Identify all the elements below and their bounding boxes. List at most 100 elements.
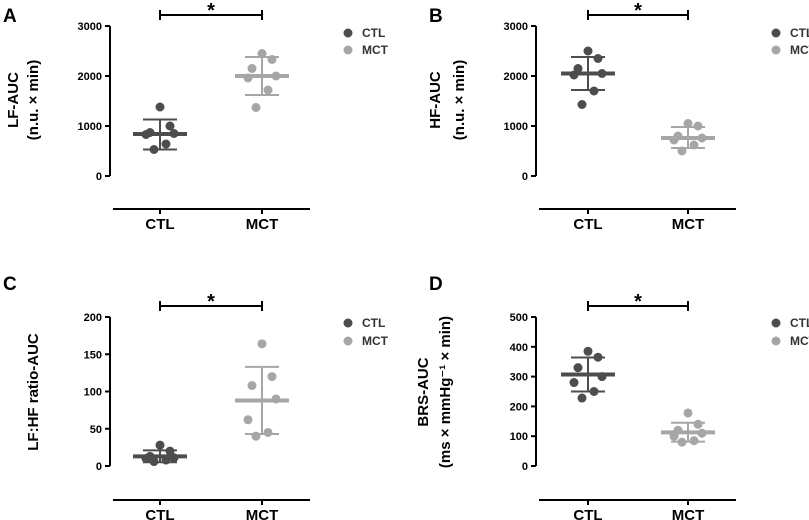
significance-star: *: [634, 0, 642, 22]
chart-panel-A: A LF-AUC (n.u. × min) 0 1000 2000 3000 CTL MCT * C…: [3, 0, 389, 233]
x-tick-label: MCT: [246, 507, 279, 520]
y-tick-label: 0: [96, 171, 102, 183]
data-point-mct: [683, 408, 693, 418]
x-tick-label: CTL: [573, 507, 602, 520]
y-tick-label: 400: [510, 342, 528, 354]
legend-marker-ctl: [343, 318, 353, 328]
legend-label-ctl: CTL: [790, 26, 809, 40]
legend-label-ctl: CTL: [362, 316, 385, 330]
y-tick-label: 0: [522, 461, 528, 473]
y-tick-label: 100: [510, 431, 528, 443]
legend-marker-mct: [771, 45, 781, 55]
y-tick-label: 300: [510, 372, 528, 384]
legend-marker-mct: [343, 336, 353, 346]
data-point-mct: [257, 339, 267, 349]
y-axis-label-units: (n.u. × min): [25, 60, 42, 140]
data-point-ctl: [149, 145, 159, 154]
data-point-mct: [263, 427, 273, 437]
data-point-ctl: [165, 121, 175, 131]
y-tick-label: 2000: [78, 71, 102, 83]
legend-marker-ctl: [771, 28, 781, 38]
data-point-mct: [247, 64, 257, 73]
significance-star: *: [207, 0, 215, 22]
y-axis-label: HF-AUC: [427, 71, 444, 129]
x-tick-label: MCT: [672, 507, 705, 520]
y-axis-label: LF-AUC: [5, 72, 22, 128]
data-point-mct: [683, 119, 693, 128]
data-point-mct: [247, 381, 257, 391]
data-point-mct: [689, 140, 699, 150]
data-point-ctl: [577, 393, 587, 403]
y-tick-label: 3000: [78, 21, 102, 33]
data-point-mct: [693, 121, 703, 131]
y-tick-label: 500: [510, 312, 528, 324]
data-point-ctl: [161, 139, 171, 149]
data-point-ctl: [569, 378, 579, 388]
x-tick-label: CTL: [145, 216, 174, 233]
data-point-ctl: [583, 46, 593, 56]
y-axis-label: LF:HF ratio-AUC: [25, 333, 42, 451]
y-tick-label: 200: [510, 401, 528, 413]
legend-marker-ctl: [771, 318, 781, 328]
legend-marker-ctl: [343, 28, 353, 38]
data-point-mct: [689, 436, 699, 446]
y-tick-label: 2000: [504, 71, 528, 83]
legend-label-mct: MCT: [790, 334, 809, 348]
x-tick-label: MCT: [246, 216, 279, 233]
data-point-mct: [693, 419, 703, 429]
data-point-mct: [251, 103, 261, 112]
panel-letter: C: [3, 274, 17, 295]
x-tick-label: MCT: [672, 216, 705, 233]
data-point-mct: [267, 372, 277, 382]
data-point-mct: [263, 85, 273, 95]
y-axis-label-units: (n.u. × min): [451, 60, 468, 140]
x-tick-label: CTL: [573, 216, 602, 233]
y-tick-label: 100: [84, 387, 102, 399]
panel-letter: D: [429, 274, 443, 295]
y-axis-label: BRS-AUC: [415, 357, 432, 426]
chart-panel-C: C LF:HF ratio-AUC 0 50 100 150 200 CTL MCT * CTL MC…: [3, 274, 389, 520]
x-tick-label: CTL: [145, 507, 174, 520]
panel-letter: A: [3, 6, 17, 27]
y-tick-label: 0: [96, 461, 102, 473]
data-point-ctl: [573, 363, 583, 373]
data-point-ctl: [589, 387, 599, 396]
y-tick-label: 1000: [504, 121, 528, 133]
y-tick-label: 3000: [504, 21, 528, 33]
data-point-ctl: [573, 64, 583, 73]
legend-label-mct: MCT: [362, 43, 389, 57]
data-point-ctl: [149, 457, 159, 467]
data-point-mct: [251, 431, 261, 441]
legend-marker-mct: [771, 336, 781, 346]
data-point-mct: [257, 49, 267, 58]
y-tick-label: 50: [90, 424, 102, 436]
legend-marker-mct: [343, 45, 353, 55]
y-axis-label-units: (ms × mmHg⁻¹ × min): [437, 316, 454, 468]
chart-panel-B: B HF-AUC (n.u. × min) 0 1000 2000 3000 CTL MCT * C…: [427, 0, 809, 233]
significance-star: *: [207, 291, 215, 313]
data-point-ctl: [593, 54, 603, 63]
data-point-ctl: [583, 346, 593, 356]
significance-star: *: [634, 291, 642, 313]
data-point-mct: [677, 146, 687, 156]
data-point-mct: [267, 55, 277, 64]
data-point-mct: [677, 437, 687, 447]
data-point-ctl: [155, 102, 165, 112]
data-point-ctl: [593, 352, 603, 362]
data-point-mct: [243, 415, 253, 425]
y-tick-label: 1000: [78, 121, 102, 133]
data-point-ctl: [155, 440, 165, 450]
legend-label-mct: MCT: [362, 334, 389, 348]
y-tick-label: 150: [84, 349, 102, 361]
legend-label-mct: MCT: [790, 43, 809, 57]
data-point-ctl: [589, 86, 599, 96]
legend-label-ctl: CTL: [362, 26, 385, 40]
data-point-ctl: [165, 446, 175, 456]
y-tick-label: 200: [84, 312, 102, 324]
y-tick-label: 0: [522, 171, 528, 183]
data-point-ctl: [577, 100, 587, 109]
legend-label-ctl: CTL: [790, 316, 809, 330]
chart-panel-D: D BRS-AUC (ms × mmHg⁻¹ × min) 0 100 200 300 400…: [415, 274, 809, 520]
panel-letter: B: [429, 6, 443, 27]
